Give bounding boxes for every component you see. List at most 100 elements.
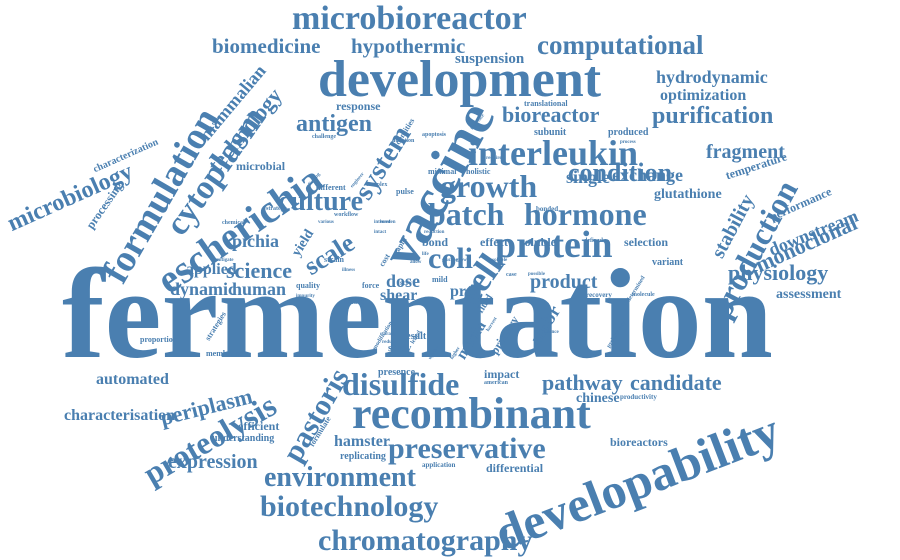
- word-result: result: [402, 331, 427, 342]
- word-possible: possible: [528, 272, 545, 277]
- word-quality: quality: [296, 281, 321, 290]
- word-response: response: [336, 99, 381, 113]
- word-science: science: [226, 258, 292, 283]
- word-preservative: preservative: [388, 432, 546, 465]
- word-chromatography: chromatography: [318, 524, 533, 557]
- word-product: product: [530, 271, 598, 293]
- word-variant: variant: [652, 257, 684, 268]
- word-recovery: recovery: [586, 291, 612, 299]
- word-recombinant: recombinant: [352, 389, 591, 438]
- word-candidate: candidate: [630, 370, 722, 395]
- word-dynamic: dynamic: [170, 279, 237, 299]
- word-intact: intact: [374, 230, 387, 235]
- word-microbioreactor: microbioreactor: [292, 0, 527, 37]
- word-study: study: [388, 343, 412, 354]
- word-apoptosis: apoptosis: [422, 132, 447, 138]
- word-storage: storage: [380, 332, 396, 337]
- word-suspension: suspension: [455, 51, 525, 67]
- word-purification: purification: [652, 103, 774, 129]
- word-mild: mild: [432, 275, 448, 284]
- word-interleukin: interleukin: [468, 133, 639, 173]
- word-bioreactors: bioreactors: [610, 435, 668, 449]
- word-development: development: [318, 51, 602, 108]
- word-shear: shear: [380, 287, 418, 304]
- word-automated: automated: [96, 371, 169, 388]
- word-differential: differential: [486, 461, 544, 475]
- word-allow: allow: [410, 260, 422, 265]
- word-environment: environment: [264, 462, 416, 493]
- word-various: various: [318, 220, 334, 225]
- word-effect: effect: [480, 235, 508, 249]
- word-burden: burden: [380, 220, 396, 225]
- word-glutathione: glutathione: [654, 187, 722, 202]
- word-absence: absence: [542, 330, 559, 335]
- word-duration: duration: [392, 138, 415, 144]
- word-hypothermic: hypothermic: [351, 34, 466, 58]
- word-chinese: chinese: [576, 391, 620, 406]
- word-strain: strain: [324, 255, 344, 264]
- word-process: process: [620, 140, 636, 145]
- word-assessment: assessment: [776, 287, 842, 302]
- word-bioreactor: bioreactor: [502, 102, 600, 127]
- word-hormone: hormone: [524, 196, 647, 232]
- word-grown: grown: [456, 258, 470, 263]
- word-bond: bond: [422, 235, 449, 249]
- word-impurity: impurity: [296, 294, 315, 299]
- word-selection: selection: [624, 235, 668, 249]
- word-case: case: [506, 272, 517, 278]
- word-soluble: soluble: [520, 235, 557, 249]
- word-fragment: fragment: [706, 141, 785, 163]
- word-coli: coli: [428, 242, 473, 275]
- word-scfv: scfv: [400, 279, 412, 287]
- word-pichia: pichia: [232, 231, 280, 251]
- word-insoluble: insoluble: [488, 258, 508, 263]
- word-protein: protein: [495, 224, 613, 266]
- word-expression: expression: [168, 451, 258, 473]
- word-microbial: microbial: [236, 159, 286, 173]
- word-dose: dose: [386, 271, 421, 291]
- word-produced: produced: [608, 127, 649, 138]
- word-minimal: minimal: [428, 167, 457, 176]
- word-reduction: reduction: [424, 230, 445, 235]
- word-efficient: efficient: [238, 419, 280, 433]
- word-defined: defined: [584, 238, 604, 244]
- word-mitigate: mitigate: [216, 258, 234, 263]
- word-proportion: proportion: [140, 335, 178, 344]
- word-impact: impact: [484, 367, 520, 381]
- word-chemical: chemical: [222, 220, 245, 226]
- word-subunit: subunit: [534, 127, 567, 138]
- word-antigen: antigen: [296, 111, 373, 137]
- word-biomedicine: biomedicine: [212, 34, 321, 58]
- word-condition: condition: [568, 158, 673, 187]
- word-single: single: [566, 167, 611, 187]
- word-molecule: molecule: [632, 292, 655, 298]
- word-complex: complex: [366, 182, 388, 188]
- word-translational: translational: [524, 99, 568, 108]
- word-glucose: glucose: [442, 258, 458, 263]
- word-applied: applied: [186, 261, 237, 278]
- word-application: application: [422, 461, 456, 469]
- word-reduce: reduce: [382, 340, 397, 345]
- word-presence: presence: [378, 367, 416, 378]
- word-culture: culture: [278, 186, 364, 217]
- word-computational: computational: [537, 30, 704, 60]
- word-life: life: [422, 252, 429, 257]
- word-batch: batch: [428, 196, 505, 232]
- word-challenge: challenge: [312, 134, 336, 140]
- word-understanding: understanding: [212, 433, 275, 444]
- word-human: human: [232, 279, 287, 299]
- word-optimization: optimization: [660, 87, 747, 104]
- word-strategy: strategy: [266, 206, 287, 212]
- word-workflow: workflow: [334, 212, 359, 218]
- word-force: force: [362, 281, 380, 290]
- word-pathway: pathway: [542, 370, 623, 395]
- word-illness: illness: [342, 268, 356, 273]
- word-pulse: pulse: [396, 187, 414, 196]
- word-exchange: exchange: [612, 165, 683, 185]
- word-productivity: productivity: [620, 393, 657, 401]
- word-growth: growth: [440, 168, 538, 204]
- word-physiology: physiology: [728, 260, 829, 285]
- word-interest: interest: [374, 220, 391, 225]
- word-hamster: hamster: [334, 433, 390, 450]
